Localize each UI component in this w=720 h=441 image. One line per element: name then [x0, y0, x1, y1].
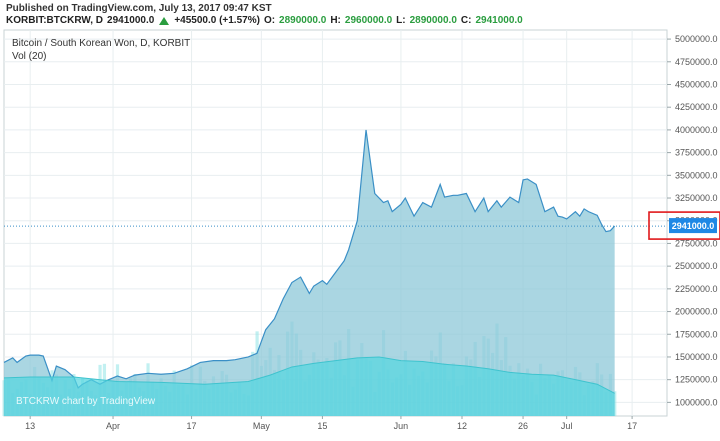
symbol-label: KORBIT:BTCKRW, D [6, 15, 103, 26]
volume-indicator-label: Vol (20) [12, 51, 46, 62]
close-value: 2941000.0 [107, 15, 154, 26]
y-tick-label: 3750000.0 [675, 148, 718, 158]
y-tick-label: 3250000.0 [675, 193, 718, 203]
low-label: L: [396, 15, 405, 26]
y-tick-label: 2250000.0 [675, 284, 718, 294]
x-tick-label: Jun [394, 421, 409, 431]
watermark: BTCKRW chart by TradingView [16, 396, 156, 407]
x-tick-label: 15 [317, 421, 327, 431]
y-tick-label: 2000000.0 [675, 307, 718, 317]
y-tick-label: 4750000.0 [675, 57, 718, 67]
x-tick-label: 26 [518, 421, 528, 431]
y-tick-label: 2500000.0 [675, 261, 718, 271]
y-tick-label: 1000000.0 [675, 397, 718, 407]
x-tick-label: Apr [106, 421, 120, 431]
y-tick-label: 1750000.0 [675, 329, 718, 339]
price-chart[interactable]: 5000000.0 4750000.0 4500000.0 4250000.0 4000… [0, 28, 720, 436]
current-price-label: 2941000.0 [672, 221, 715, 231]
x-tick-label: 13 [25, 421, 35, 431]
x-axis: 13 Apr 17 May 15 Jun 12 26 Jul 17 [25, 416, 637, 431]
low-value: 2890000.0 [410, 15, 457, 26]
y-tick-label: 5000000.0 [675, 34, 718, 44]
up-arrow-icon [159, 17, 169, 25]
close-value-2: 2941000.0 [475, 15, 522, 26]
x-tick-label: 17 [187, 421, 197, 431]
close-label: C: [461, 15, 472, 26]
x-tick-label: 17 [627, 421, 637, 431]
y-tick-label: 1500000.0 [675, 352, 718, 362]
high-value: 2960000.0 [345, 15, 392, 26]
open-value: 2890000.0 [279, 15, 326, 26]
open-label: O: [264, 15, 275, 26]
y-tick-label: 4000000.0 [675, 125, 718, 135]
x-tick-label: May [253, 421, 271, 431]
high-label: H: [330, 15, 341, 26]
y-tick-label: 4250000.0 [675, 102, 718, 112]
quote-bar: KORBIT:BTCKRW, D 2941000.0 +45500.0 (+1.… [6, 15, 523, 26]
y-tick-label: 4500000.0 [675, 79, 718, 89]
y-tick-label: 2750000.0 [675, 238, 718, 248]
change-value: +45500.0 (+1.57%) [174, 15, 260, 26]
y-tick-label: 3500000.0 [675, 170, 718, 180]
chart-title: Bitcoin / South Korean Won, D, KORBIT [12, 38, 190, 49]
chart-container[interactable]: 5000000.0 4750000.0 4500000.0 4250000.0 4000… [0, 28, 720, 436]
y-tick-label: 1250000.0 [675, 375, 718, 385]
published-note: Published on TradingView.com, July 13, 2… [6, 3, 272, 14]
x-tick-label: 12 [457, 421, 467, 431]
x-tick-label: Jul [561, 421, 573, 431]
